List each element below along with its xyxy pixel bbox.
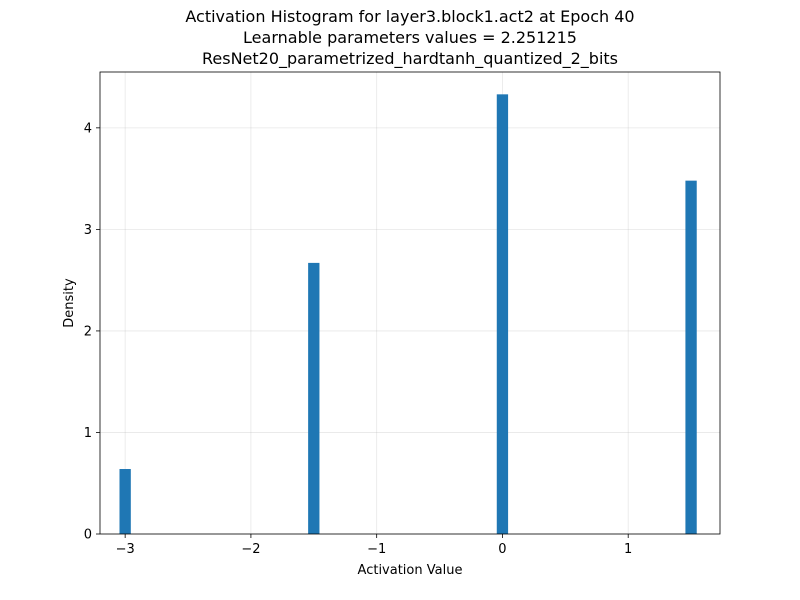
chart-title-line-1: Activation Histogram for layer3.block1.a… [185, 7, 634, 26]
y-axis-ticks: 0 1 2 3 4 [84, 121, 100, 543]
chart-title: Activation Histogram for layer3.block1.a… [185, 7, 634, 69]
chart-title-line-2: Learnable parameters values = 2.251215 [243, 28, 577, 47]
bars [119, 94, 697, 534]
histogram-bar [308, 262, 320, 534]
x-tick-label: −3 [116, 542, 135, 557]
x-tick-label: 0 [498, 542, 506, 557]
y-axis-label: Density [62, 278, 77, 328]
histogram-bar [119, 469, 131, 534]
x-tick-label: 1 [624, 542, 632, 557]
x-axis-label: Activation Value [358, 563, 463, 578]
x-tick-label: −2 [241, 542, 260, 557]
y-tick-label: 2 [84, 324, 92, 339]
grid [100, 72, 720, 535]
histogram-bar [685, 180, 697, 534]
y-tick-label: 1 [84, 426, 92, 441]
x-axis-ticks: −3 −2 −1 0 1 [116, 534, 632, 557]
y-tick-label: 3 [84, 223, 92, 238]
plot-area-frame [99, 71, 721, 535]
histogram-bar [496, 94, 509, 534]
y-tick-label: 0 [84, 528, 92, 543]
chart-title-line-3: ResNet20_parametrized_hardtanh_quantized… [202, 49, 618, 69]
y-tick-label: 4 [84, 121, 92, 136]
x-tick-label: −1 [367, 542, 386, 557]
